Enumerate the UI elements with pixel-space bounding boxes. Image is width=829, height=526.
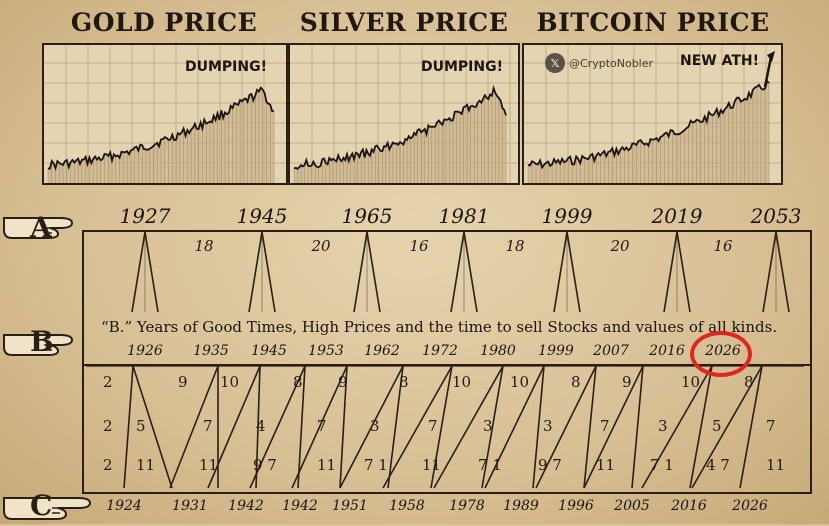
- row-c-interval-low: 9 7: [253, 456, 277, 474]
- bitcoin-price-panel: NEW ATH!: [522, 43, 783, 185]
- row-c-year: 1924: [106, 498, 142, 514]
- watermark-handle: @CryptoNobler: [569, 56, 654, 70]
- row-c-year: 2005: [614, 498, 650, 514]
- row-c-interval-top: 8: [744, 373, 754, 391]
- row-c-interval-mid: 7: [766, 417, 776, 435]
- row-b-year: 1962: [364, 343, 400, 359]
- row-c-interval-top: 10: [510, 373, 530, 391]
- row-a-interval: 20: [311, 237, 331, 255]
- row-c-interval-low: 11: [766, 456, 786, 474]
- x-logo-icon: 𝕏: [545, 53, 565, 73]
- row-c-year: 1996: [558, 498, 594, 514]
- row-c-interval-low: 7 1: [650, 456, 674, 474]
- row-letter-c: C: [30, 489, 53, 522]
- silver-price-panel: DUMPING!: [288, 43, 520, 185]
- row-b-year: 1972: [422, 343, 458, 359]
- bitcoin-note: NEW ATH!: [680, 53, 759, 69]
- row-c-year: 1958: [389, 498, 425, 514]
- row-a-interval: 16: [713, 237, 733, 255]
- row-c-interval-top: 9: [338, 373, 348, 391]
- row-c-interval-mid: 5: [712, 417, 722, 435]
- row-c-year: 1942: [282, 498, 318, 514]
- row-a-year: 1981: [438, 204, 490, 228]
- row-c-interval-top: 10: [681, 373, 701, 391]
- row-c-interval-low: 2: [103, 456, 113, 474]
- row-b-year: 1935: [193, 343, 229, 359]
- row-c-interval-mid: 4: [256, 417, 266, 435]
- row-a-year: 2019: [651, 204, 703, 228]
- row-c-year: 1978: [449, 498, 485, 514]
- row-c-interval-mid: 3: [370, 417, 380, 435]
- row-c-interval-mid: 3: [543, 417, 553, 435]
- row-c-interval-top: 10: [220, 373, 240, 391]
- gold-note: DUMPING!: [185, 59, 267, 75]
- row-c-interval-mid: 7: [600, 417, 610, 435]
- row-a-interval: 20: [610, 237, 630, 255]
- row-c-interval-mid: 3: [483, 417, 493, 435]
- row-c-interval-top: 8: [293, 373, 303, 391]
- row-c-interval-low: 11: [199, 456, 219, 474]
- row-c-interval-mid: 2: [103, 417, 113, 435]
- row-a-interval: 16: [409, 237, 429, 255]
- pointing-hand-icon-a: [3, 217, 74, 239]
- row-b-year: 1980: [480, 343, 516, 359]
- row-c-year: 1942: [228, 498, 264, 514]
- row-c-interval-low: 11: [136, 456, 156, 474]
- row-a-year: 1927: [119, 204, 171, 228]
- row-a-year: 1999: [541, 204, 593, 228]
- row-a-interval: 18: [505, 237, 525, 255]
- row-a-interval: 18: [194, 237, 214, 255]
- row-c-interval-low: 11: [596, 456, 616, 474]
- row-a-year: 1945: [236, 204, 288, 228]
- row-c-interval-low: 11: [317, 456, 337, 474]
- row-c-interval-low: 4 7: [706, 456, 730, 474]
- highlight-circle-2026: [690, 331, 752, 377]
- row-c-interval-top: 2: [103, 373, 113, 391]
- row-a-year: 2053: [750, 204, 802, 228]
- bitcoin-title: BITCOIN PRICE: [536, 8, 770, 37]
- gold-title: GOLD PRICE: [70, 8, 258, 37]
- row-b-year: 1926: [127, 343, 163, 359]
- row-b-sentence: “B.” Years of Good Times, High Prices an…: [101, 318, 778, 336]
- row-b-year: 1953: [308, 343, 344, 359]
- row-c-year: 1989: [503, 498, 539, 514]
- row-a-year: 1965: [341, 204, 393, 228]
- pointing-hand-icon-c: [3, 497, 92, 520]
- bitcoin-price-line: [524, 45, 781, 183]
- row-c-year: 1951: [332, 498, 368, 514]
- silver-note: DUMPING!: [421, 59, 503, 75]
- row-c-frame: [82, 364, 812, 494]
- row-b-year: 2016: [649, 343, 685, 359]
- row-c-interval-top: 8: [399, 373, 409, 391]
- row-c-year: 2016: [671, 498, 707, 514]
- silver-title: SILVER PRICE: [299, 8, 509, 37]
- row-c-interval-mid: 7: [203, 417, 213, 435]
- row-c-interval-low: 11: [422, 456, 442, 474]
- row-b-year: 1999: [538, 343, 574, 359]
- row-c-interval-low: 9 7: [538, 456, 562, 474]
- row-c-interval-top: 9: [622, 373, 632, 391]
- row-c-year: 2026: [732, 498, 768, 514]
- row-b-year: 2007: [593, 343, 629, 359]
- row-c-year: 1931: [172, 498, 208, 514]
- row-c-interval-mid: 3: [658, 417, 668, 435]
- row-letter-b: B: [30, 325, 54, 358]
- row-c-interval-top: 10: [452, 373, 472, 391]
- gold-price-line: [44, 45, 286, 183]
- row-c-interval-top: 9: [178, 373, 188, 391]
- row-c-interval-low: 7 1: [478, 456, 502, 474]
- pointing-hand-icon-b: [3, 334, 74, 356]
- row-b-year: 1945: [251, 343, 287, 359]
- row-c-interval-top: 8: [571, 373, 581, 391]
- watermark: 𝕏 @CryptoNobler: [545, 53, 653, 73]
- silver-price-line: [290, 45, 518, 183]
- row-c-interval-mid: 7: [317, 417, 327, 435]
- row-c-interval-mid: 7: [428, 417, 438, 435]
- row-letter-a: A: [30, 211, 52, 244]
- row-c-interval-mid: 5: [136, 417, 146, 435]
- gold-price-panel: DUMPING!: [42, 43, 288, 185]
- row-c-interval-low: 7 1: [364, 456, 388, 474]
